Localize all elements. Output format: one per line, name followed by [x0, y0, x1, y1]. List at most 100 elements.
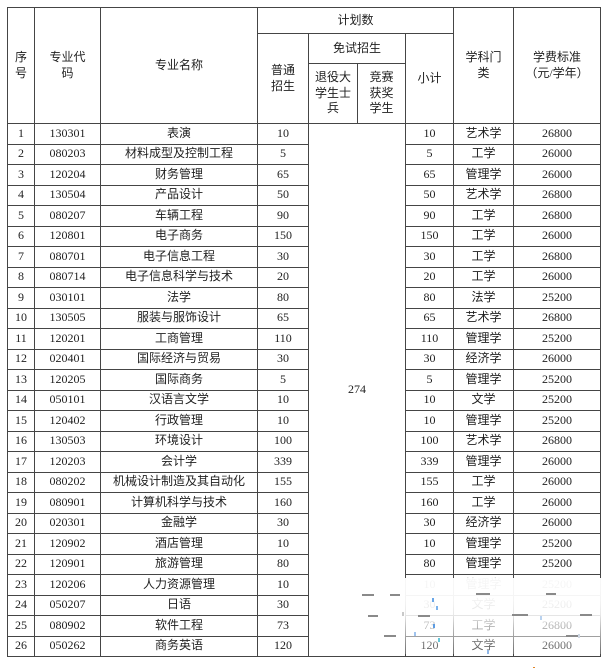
- cell-subtotal: 155: [404, 471, 455, 493]
- cell-seq: 18: [7, 471, 35, 493]
- cell-discipline: 工学: [453, 266, 515, 288]
- cell-code: 120204: [34, 164, 101, 186]
- cell-name: 产品设计: [100, 184, 258, 206]
- cell-code: 080207: [34, 205, 101, 227]
- cell-subtotal: 20: [404, 266, 455, 288]
- cell-subtotal: 160: [404, 492, 455, 514]
- table-row: 25 080902 软件工程 73 73 工学 26800: [7, 615, 602, 637]
- cell-discipline: 管理学: [453, 533, 515, 555]
- cell-discipline: 法学: [453, 287, 515, 309]
- cell-seq: 16: [7, 430, 35, 452]
- cell-general: 10: [257, 123, 309, 145]
- cell-general: 90: [257, 205, 309, 227]
- cell-name: 金融学: [100, 512, 258, 534]
- table-row: 3 120204 财务管理 65 65 管理学 26000: [7, 164, 602, 186]
- cell-discipline: 经济学: [453, 348, 515, 370]
- table-row: 9 030101 法学 80 80 法学 25200: [7, 287, 602, 309]
- cell-name: 会计学: [100, 451, 258, 473]
- cell-general: 65: [257, 164, 309, 186]
- cell-code: 120402: [34, 410, 101, 432]
- cell-code: 050207: [34, 594, 101, 616]
- table-row: 12 020401 国际经济与贸易 30 30 经济学 26000: [7, 348, 602, 370]
- cell-subtotal: 339: [404, 451, 455, 473]
- cell-exam-free-total: 274: [308, 123, 406, 657]
- cell-name: 国际经济与贸易: [100, 348, 258, 370]
- cell-general: 65: [257, 307, 309, 329]
- table-row: 14 050101 汉语言文学 10 10 文学 25200: [7, 389, 602, 411]
- cell-name: 软件工程: [100, 615, 258, 637]
- cell-discipline: 艺术学: [453, 307, 515, 329]
- cell-subtotal: 5: [404, 143, 455, 165]
- cell-seq: 1: [7, 123, 35, 145]
- cell-code: 080701: [34, 246, 101, 268]
- cell-subtotal: 10: [404, 533, 455, 555]
- cell-tuition: 26000: [513, 492, 602, 514]
- cell-general: 20: [257, 266, 309, 288]
- cell-seq: 15: [7, 410, 35, 432]
- cell-tuition: 26800: [513, 307, 602, 329]
- cell-general: 10: [257, 574, 309, 596]
- cell-name: 服装与服饰设计: [100, 307, 258, 329]
- table-header: 序 号 专业代 码 专业名称 计划数 学科门 类 学费标准 （元/学年） 普通 …: [7, 7, 602, 124]
- cell-general: 155: [257, 471, 309, 493]
- cell-general: 50: [257, 184, 309, 206]
- cell-discipline: 艺术学: [453, 123, 515, 145]
- cell-tuition: 26000: [513, 143, 602, 165]
- cell-seq: 22: [7, 553, 35, 575]
- cell-general: 30: [257, 348, 309, 370]
- cell-name: 行政管理: [100, 410, 258, 432]
- cell-general: 10: [257, 410, 309, 432]
- cell-general: 5: [257, 369, 309, 391]
- cell-general: 150: [257, 225, 309, 247]
- cell-tuition: 26800: [513, 205, 602, 227]
- cell-tuition: 26000: [513, 512, 602, 534]
- cell-code: 050262: [34, 635, 101, 657]
- cell-seq: 14: [7, 389, 35, 411]
- table-row: 2 080203 材料成型及控制工程 5 5 工学 26000: [7, 143, 602, 165]
- table-row: 16 130503 环境设计 100 100 艺术学 26800: [7, 430, 602, 452]
- cell-discipline: 管理学: [453, 574, 515, 596]
- col-header-plan: 计划数: [256, 7, 455, 34]
- cell-name: 电子信息科学与技术: [100, 266, 258, 288]
- cell-subtotal: 90: [404, 205, 455, 227]
- cell-general: 110: [257, 328, 309, 350]
- cell-general: 73: [257, 615, 309, 637]
- cell-general: 80: [257, 287, 309, 309]
- col-header-competition-winner: 竞赛 获奖 学生: [357, 63, 406, 124]
- cell-general: 100: [257, 430, 309, 452]
- cell-subtotal: 30: [404, 246, 455, 268]
- cell-code: 080714: [34, 266, 101, 288]
- cell-subtotal: 5: [404, 369, 455, 391]
- cell-subtotal: 100: [404, 430, 455, 452]
- cell-tuition: 26800: [513, 184, 602, 206]
- cell-tuition: 25200: [513, 328, 602, 350]
- table-row: 26 050262 商务英语 120 120 文学 26000: [7, 635, 602, 657]
- cell-subtotal: 10: [404, 123, 455, 145]
- table-row: 7 080701 电子信息工程 30 30 工学 26800: [7, 246, 602, 268]
- cell-name: 电子信息工程: [100, 246, 258, 268]
- cell-discipline: 工学: [453, 471, 515, 493]
- cell-seq: 5: [7, 205, 35, 227]
- col-header-name: 专业名称: [100, 7, 258, 124]
- table-row: 23 120206 人力资源管理 10 10 管理学 25200: [7, 574, 602, 596]
- cell-discipline: 工学: [453, 225, 515, 247]
- cell-code: 130301: [34, 123, 101, 145]
- cell-discipline: 工学: [453, 492, 515, 514]
- table-row: 1 130301 表演 10 274 10 艺术学 26800: [7, 123, 602, 657]
- table-row: 13 120205 国际商务 5 5 管理学 25200: [7, 369, 602, 391]
- admission-plan-table: 序 号 专业代 码 专业名称 计划数 学科门 类 学费标准 （元/学年） 普通 …: [7, 7, 602, 657]
- cell-discipline: 文学: [453, 389, 515, 411]
- cell-seq: 3: [7, 164, 35, 186]
- cell-code: 120801: [34, 225, 101, 247]
- cell-general: 339: [257, 451, 309, 473]
- col-header-code: 专业代 码: [34, 7, 101, 124]
- cell-subtotal: 30: [404, 348, 455, 370]
- cell-code: 130503: [34, 430, 101, 452]
- cell-discipline: 工学: [453, 246, 515, 268]
- cell-discipline: 管理学: [453, 164, 515, 186]
- cell-seq: 4: [7, 184, 35, 206]
- cell-seq: 19: [7, 492, 35, 514]
- cell-tuition: 26800: [513, 615, 602, 637]
- header-row-1: 序 号 专业代 码 专业名称 计划数 学科门 类 学费标准 （元/学年）: [7, 7, 602, 124]
